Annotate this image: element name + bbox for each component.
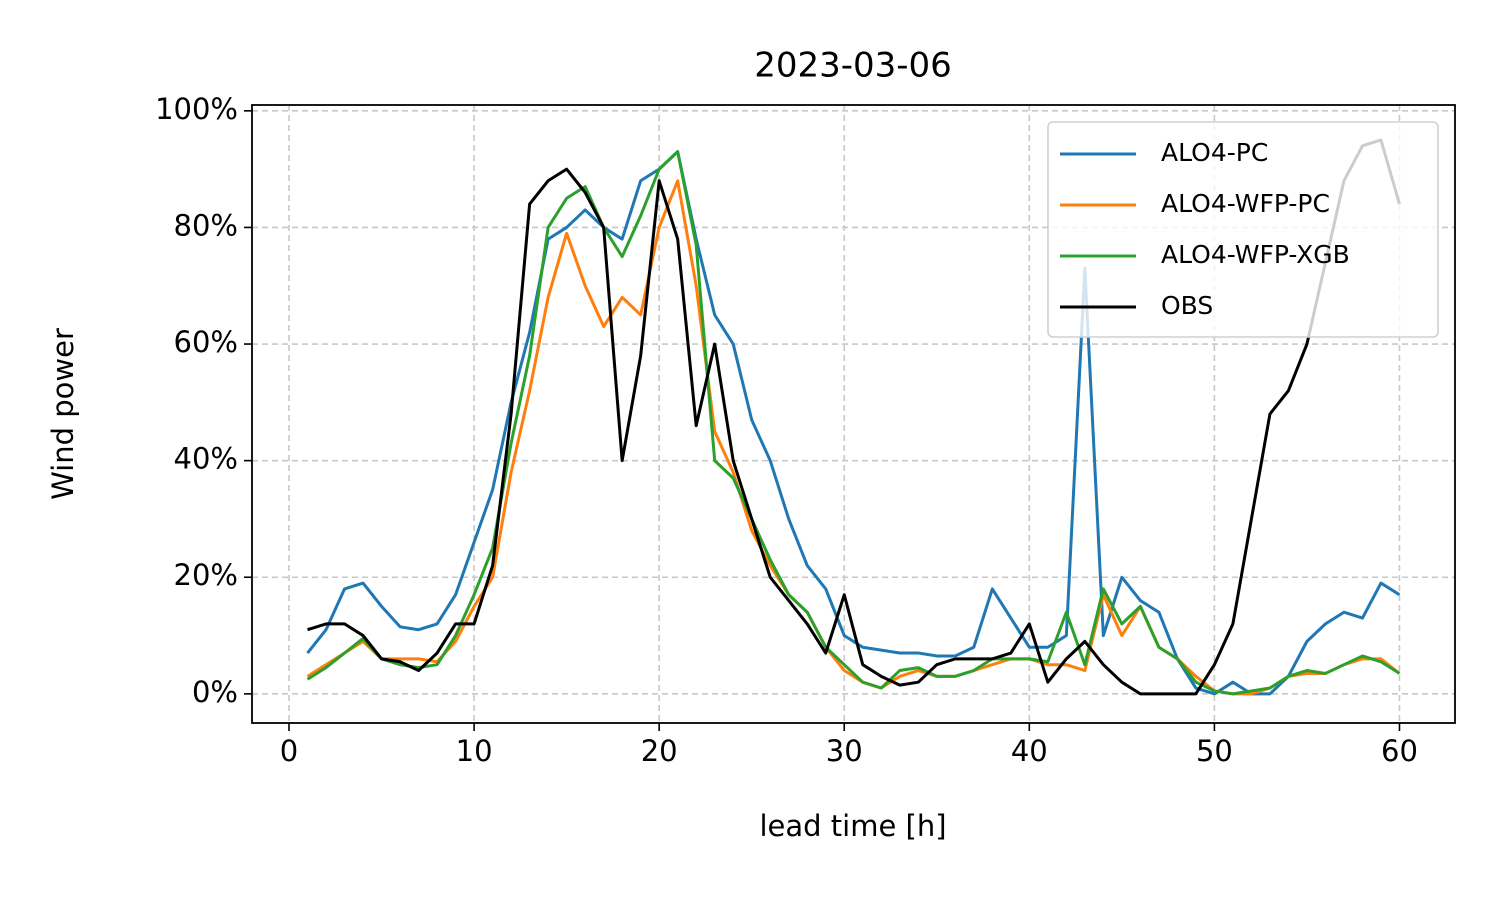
x-tick-label: 50	[1196, 734, 1233, 768]
line-series	[306, 150, 1401, 696]
y-tick-label: 20%	[174, 558, 238, 592]
x-tick-label: 20	[641, 734, 678, 768]
x-tick-label: 10	[456, 734, 493, 768]
line-series	[307, 138, 1401, 696]
y-axis-label: Wind power	[46, 328, 80, 500]
x-tick-label: 0	[280, 734, 298, 768]
legend-label: OBS	[1161, 291, 1213, 320]
chart-title: 2023-03-06	[754, 46, 952, 86]
y-tick-label: 100%	[155, 92, 238, 126]
y-tick-label: 40%	[174, 442, 238, 476]
legend-label: ALO4-PC	[1161, 138, 1268, 167]
legend-label: ALO4-WFP-PC	[1161, 189, 1330, 218]
legend-box	[1047, 121, 1439, 338]
legend-label: ALO4-WFP-XGB	[1161, 240, 1350, 269]
x-tick-label: 60	[1381, 734, 1418, 768]
y-tick-label: 80%	[174, 208, 238, 242]
legend: ALO4-PC ALO4-WFP-PC ALO4-WFP-XGB OBS	[1047, 121, 1439, 338]
x-axis-label: lead time [h]	[759, 809, 946, 843]
x-tick-label: 30	[826, 734, 863, 768]
y-tick-label: 60%	[174, 325, 238, 359]
y-tick-label: 0%	[192, 675, 238, 709]
x-tick-label: 40	[1011, 734, 1048, 768]
plot-frame	[251, 104, 1456, 724]
